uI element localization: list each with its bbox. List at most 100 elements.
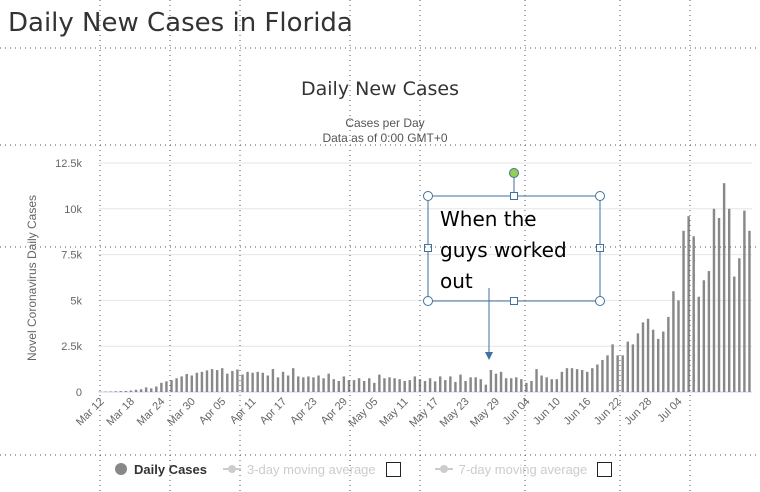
- legend-item-7-day-average[interactable]: 7-day moving average: [434, 461, 631, 477]
- annotation-box[interactable]: [423, 168, 605, 361]
- x-tick-label: Apr 11: [228, 396, 259, 427]
- legend-label: Daily Cases: [134, 461, 207, 477]
- bar: [383, 378, 386, 392]
- bar: [200, 371, 204, 392]
- bar: [297, 376, 300, 392]
- resize-handle-bottom-right[interactable]: [595, 296, 605, 306]
- bar: [398, 379, 401, 392]
- x-tick-label: Jun 10: [531, 396, 563, 428]
- bar: [266, 375, 270, 392]
- bar: [271, 369, 275, 392]
- rotation-handle[interactable]: [509, 168, 519, 178]
- bar: [636, 333, 640, 392]
- bar: [560, 371, 564, 392]
- bar: [205, 370, 209, 392]
- bar: [722, 183, 726, 392]
- bar: [236, 369, 239, 392]
- legend-label: 7-day moving average: [458, 461, 588, 477]
- bar: [342, 376, 346, 392]
- bar: [256, 371, 259, 392]
- chart-subtitle-line: Data as of 0:00 GMT+0: [322, 131, 448, 145]
- y-tick-label: 7.5k: [61, 250, 82, 262]
- bar: [428, 378, 432, 392]
- bar: [109, 391, 112, 392]
- bar: [307, 376, 310, 392]
- bar: [616, 355, 619, 392]
- bar: [459, 374, 462, 392]
- bar: [444, 380, 447, 392]
- bar: [656, 338, 660, 392]
- annotation-text[interactable]: When the guys worked out: [440, 204, 590, 297]
- resize-handle-bottom-left[interactable]: [423, 296, 433, 306]
- legend-item-daily-cases[interactable]: Daily Cases: [115, 462, 207, 477]
- resize-handle-top-right[interactable]: [595, 191, 605, 201]
- bar: [586, 371, 589, 392]
- bar: [332, 379, 335, 392]
- bar: [591, 368, 594, 392]
- bar: [175, 378, 178, 392]
- bar: [180, 376, 183, 392]
- bar: [489, 370, 493, 392]
- bar: [393, 378, 396, 392]
- bar: [281, 371, 285, 392]
- bar: [469, 377, 472, 392]
- bar: [160, 382, 163, 392]
- bar: [373, 382, 376, 392]
- bar: [195, 372, 199, 392]
- resize-handle-left[interactable]: [424, 244, 432, 252]
- legend-checkbox[interactable]: [597, 461, 613, 477]
- bar: [667, 316, 670, 392]
- legend-dot-icon: [115, 463, 127, 475]
- bar: [484, 384, 488, 392]
- resize-handle-top-left[interactable]: [423, 191, 433, 201]
- bar: [317, 375, 320, 392]
- bar: [291, 368, 295, 392]
- x-tick-label: May 11: [377, 396, 410, 429]
- bar: [241, 374, 244, 392]
- bar: [575, 369, 579, 392]
- legend-checkbox[interactable]: [385, 461, 401, 477]
- bar: [474, 377, 477, 392]
- chart-legend: Daily Cases 3-day moving average 7-day m…: [115, 459, 646, 479]
- bar: [139, 389, 143, 392]
- resize-handle-bottom[interactable]: [510, 297, 518, 305]
- bar: [707, 271, 711, 392]
- bar: [368, 378, 371, 392]
- bar: [449, 376, 452, 392]
- bar: [606, 355, 609, 392]
- bar: [535, 369, 538, 392]
- x-tick-label: Mar 12: [74, 396, 107, 429]
- bar: [454, 381, 457, 392]
- resize-handle-right[interactable]: [596, 244, 604, 252]
- legend-label: 3-day moving average: [247, 461, 376, 477]
- bar: [165, 381, 168, 392]
- bar: [702, 280, 706, 392]
- x-tick-label: Apr 17: [258, 396, 289, 427]
- x-tick-label: Apr 29: [319, 396, 350, 427]
- resize-handle-top[interactable]: [510, 192, 518, 200]
- bar: [611, 344, 614, 392]
- bar: [677, 300, 680, 392]
- bar: [322, 378, 325, 392]
- bar: [413, 376, 417, 392]
- bar: [596, 364, 599, 392]
- x-tick-label: Jun 28: [622, 396, 654, 428]
- bar: [403, 381, 406, 392]
- x-tick-label: Mar 18: [104, 396, 137, 429]
- bar: [327, 373, 330, 392]
- bar: [119, 391, 123, 392]
- y-tick-label: 2.5k: [61, 341, 82, 353]
- x-tick-label: Jun 22: [592, 396, 624, 428]
- bar: [231, 370, 234, 392]
- bar: [626, 341, 630, 392]
- bar: [302, 377, 305, 392]
- x-tick-label: May 23: [438, 396, 472, 430]
- bar: [226, 373, 229, 392]
- legend-item-3-day-average[interactable]: 3-day moving average: [223, 461, 419, 477]
- bar: [509, 378, 513, 392]
- bar: [251, 372, 254, 392]
- x-tick-label: Jul 04: [655, 396, 684, 425]
- bar: [276, 377, 280, 392]
- bar: [515, 377, 518, 392]
- bar: [362, 381, 366, 392]
